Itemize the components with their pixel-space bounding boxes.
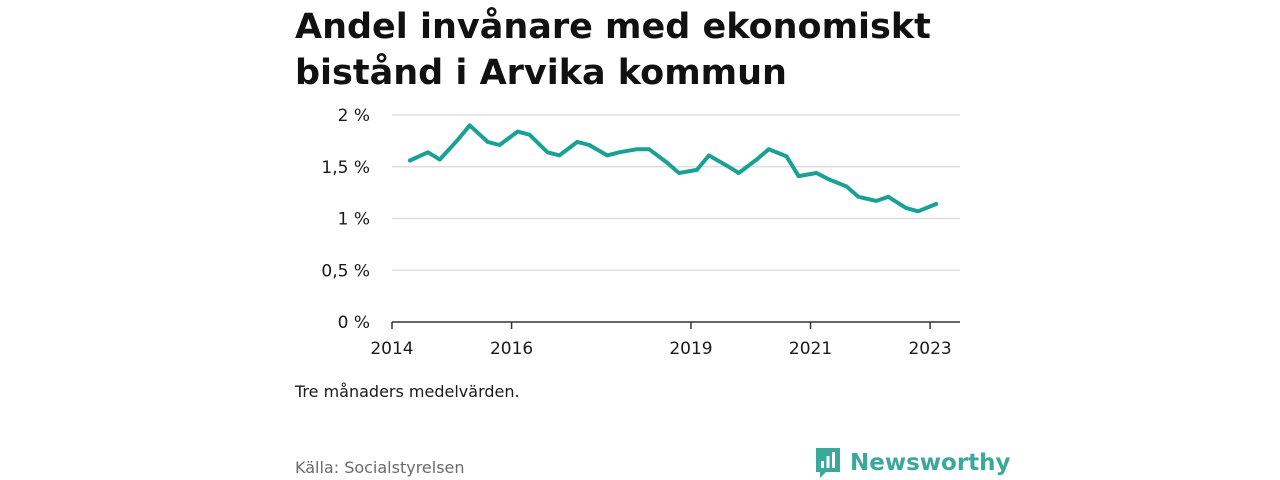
y-tick-label: 2 % <box>338 106 370 126</box>
data-point <box>916 209 920 214</box>
brand-logo[interactable]: Newsworthy <box>814 446 1011 480</box>
data-point <box>886 194 891 199</box>
data-point <box>707 153 711 158</box>
data-point <box>485 140 490 144</box>
series-line <box>407 123 939 214</box>
data-point <box>826 177 831 181</box>
x-tick-label: 2016 <box>490 339 533 359</box>
data-point <box>575 140 580 144</box>
data-point <box>856 194 861 199</box>
data-point <box>695 168 699 172</box>
data-point <box>605 153 610 158</box>
data-point <box>467 123 472 128</box>
data-point <box>408 158 412 163</box>
data-point <box>754 157 759 162</box>
data-point <box>784 154 789 159</box>
data-point <box>844 184 849 189</box>
line-chart: 0 % 0,5 % 1 % 1,5 % 2 % 2014 2016 2019 2021 2023 <box>321 106 960 359</box>
x-tick-label: 2021 <box>789 339 832 359</box>
data-point <box>725 163 729 168</box>
x-tick-label: 2023 <box>908 339 951 359</box>
source-text: Källa: Socialstyrelsen <box>295 458 465 477</box>
data-point <box>438 157 442 162</box>
data-point <box>557 153 562 158</box>
data-point <box>617 150 621 155</box>
data-point <box>904 206 908 210</box>
data-point <box>814 171 819 175</box>
data-point <box>874 199 879 203</box>
data-point <box>545 150 550 155</box>
data-point <box>455 138 460 142</box>
gridlines <box>392 114 960 271</box>
data-point <box>736 171 741 175</box>
data-point <box>515 129 520 134</box>
data-point <box>647 147 651 151</box>
data-point <box>677 171 681 175</box>
x-axis: 2014 2016 2019 2021 2023 <box>370 321 960 359</box>
x-tick-label: 2014 <box>370 339 413 359</box>
y-tick-label: 1,5 % <box>321 158 370 178</box>
data-point <box>665 160 669 165</box>
brand-name: Newsworthy <box>850 450 1011 476</box>
data-point <box>766 147 771 151</box>
data-point <box>587 143 592 147</box>
series-layer <box>407 123 939 214</box>
newsworthy-logo-icon <box>816 448 840 478</box>
x-tick-label: 2019 <box>669 339 712 359</box>
y-tick-label: 1 % <box>338 210 370 230</box>
data-point <box>796 174 801 178</box>
y-tick-label: 0,5 % <box>321 261 370 281</box>
y-axis: 0 % 0,5 % 1 % 1,5 % 2 % <box>321 106 370 333</box>
data-point <box>426 150 430 155</box>
data-point <box>527 132 532 137</box>
data-point <box>934 202 938 206</box>
chart-title: Andel invånare med ekonomiskt bistånd i … <box>295 7 931 93</box>
y-tick-label: 0 % <box>338 313 370 333</box>
data-point <box>497 143 502 147</box>
data-point <box>635 147 639 151</box>
chart-note: Tre månaders medelvärden. <box>295 382 520 401</box>
